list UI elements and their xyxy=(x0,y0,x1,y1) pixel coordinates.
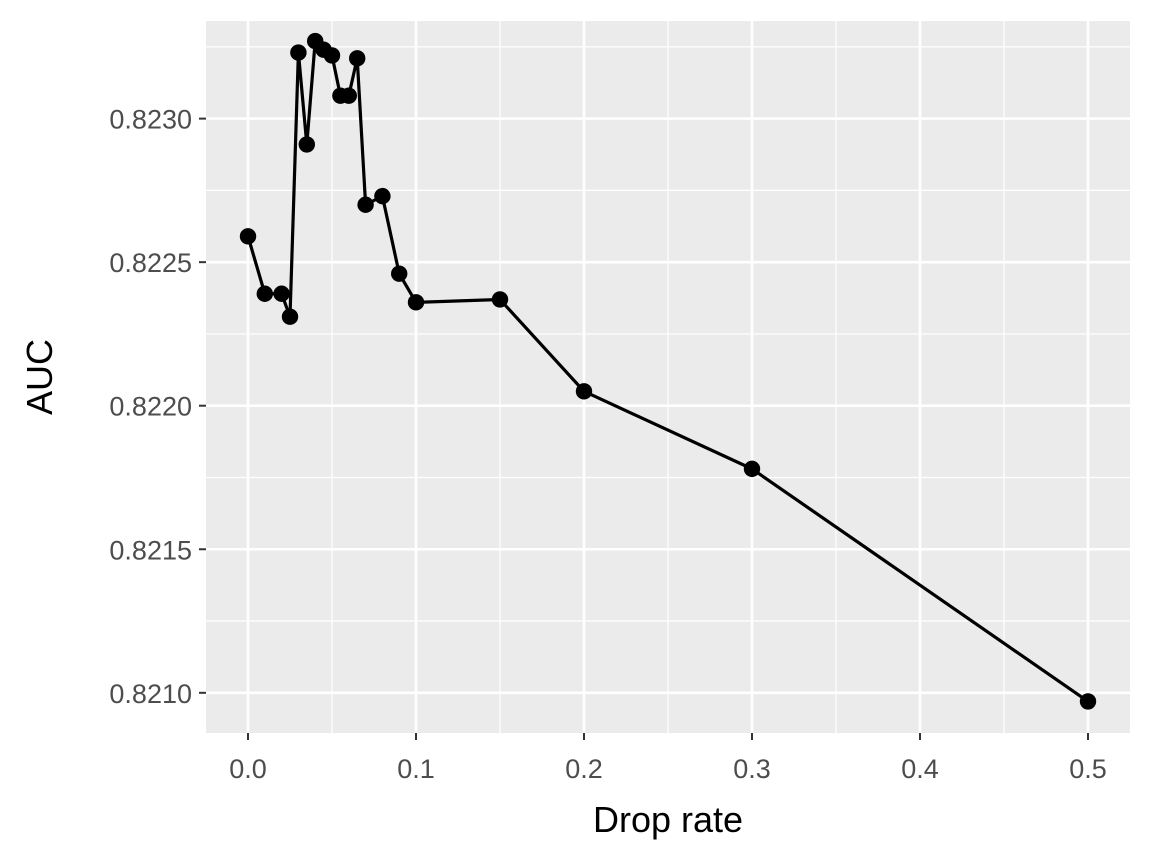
data-point xyxy=(357,196,374,213)
data-point xyxy=(575,383,593,400)
y-axis-title: AUC xyxy=(19,339,60,415)
y-tick-label: 0.8215 xyxy=(109,535,192,565)
axis-layer: 0.0 0.1 0.2 0.3 0.4 0.5 0.8210 0.8215 0.8220 0.82… xyxy=(109,105,1106,784)
data-point xyxy=(349,50,366,67)
data-point xyxy=(323,47,341,64)
data-point xyxy=(290,44,307,61)
data-point xyxy=(491,291,509,308)
data-point xyxy=(273,285,290,302)
data-point xyxy=(298,136,315,153)
data-point xyxy=(407,294,425,311)
x-axis-title: Drop rate xyxy=(593,799,743,840)
y-tick-label: 0.8210 xyxy=(109,679,192,709)
x-tick-label: 0.1 xyxy=(397,754,435,784)
data-point xyxy=(1079,693,1097,710)
data-point xyxy=(256,285,273,302)
data-point xyxy=(391,265,408,282)
minor-gridlines xyxy=(206,21,1130,733)
x-tick-label: 0.4 xyxy=(901,754,939,784)
data-point xyxy=(374,187,391,205)
x-tick-label: 0.0 xyxy=(229,754,267,784)
series-layer xyxy=(239,32,1097,710)
y-tick-label: 0.8225 xyxy=(109,248,192,278)
x-tick-label: 0.2 xyxy=(565,754,603,784)
x-tick-label: 0.5 xyxy=(1069,754,1107,784)
data-point xyxy=(743,460,761,478)
y-tick-label: 0.8220 xyxy=(109,392,192,422)
data-point xyxy=(340,87,357,104)
data-point xyxy=(239,228,257,245)
x-tick-label: 0.3 xyxy=(733,754,771,784)
data-point xyxy=(281,308,299,325)
y-tick-label: 0.8230 xyxy=(109,105,192,135)
